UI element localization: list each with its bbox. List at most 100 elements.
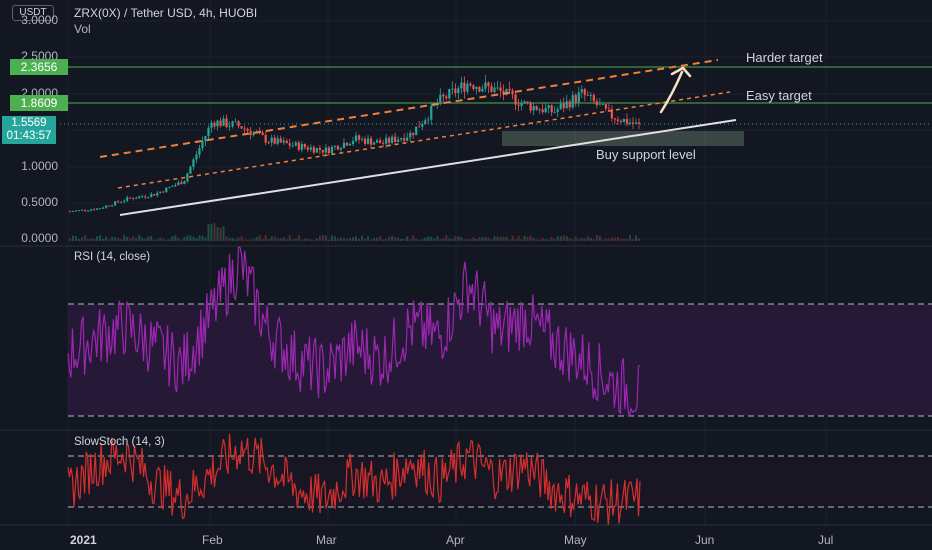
candle-body bbox=[159, 191, 162, 193]
volume-bar bbox=[631, 239, 634, 241]
volume-bar bbox=[255, 236, 258, 241]
candle-body bbox=[412, 132, 415, 136]
candle-body bbox=[99, 208, 102, 210]
volume-bar bbox=[303, 238, 306, 241]
volume-bar bbox=[622, 238, 625, 241]
rsi-title[interactable]: RSI (14, close) bbox=[74, 251, 151, 263]
candle-body bbox=[141, 196, 144, 198]
volume-bar bbox=[180, 239, 183, 241]
candle-body bbox=[598, 104, 601, 106]
candle-body bbox=[553, 111, 556, 113]
candle-body bbox=[538, 109, 541, 111]
candle-body bbox=[339, 148, 343, 150]
volume-bar bbox=[382, 239, 385, 241]
volume-bar bbox=[222, 226, 225, 241]
candle-body bbox=[529, 103, 532, 111]
candle-body bbox=[490, 86, 493, 93]
candle-body bbox=[68, 211, 72, 213]
arrow-icon bbox=[659, 70, 684, 114]
volume-bar bbox=[433, 238, 436, 241]
candle-body bbox=[294, 142, 297, 146]
volume-bar bbox=[270, 236, 273, 241]
candle-body bbox=[345, 142, 349, 146]
volume-bar bbox=[147, 236, 150, 241]
volume-bar bbox=[559, 236, 562, 241]
candle-body bbox=[388, 137, 391, 143]
candle-body bbox=[306, 147, 309, 150]
volume-bar bbox=[430, 236, 433, 241]
currency-badge[interactable]: USDT bbox=[12, 5, 54, 21]
candle-body bbox=[270, 137, 273, 143]
support-trend-line[interactable] bbox=[119, 119, 737, 216]
volume-bar bbox=[466, 239, 469, 241]
volume-bar bbox=[126, 236, 129, 241]
volume-bar bbox=[309, 239, 312, 241]
buy-support-label[interactable]: Buy support level bbox=[596, 147, 696, 162]
upper-channel-dashed-line[interactable] bbox=[99, 59, 719, 158]
volume-bar bbox=[538, 239, 541, 241]
candle-body bbox=[249, 130, 252, 136]
volume-bar bbox=[150, 235, 153, 241]
volume-bar bbox=[580, 237, 583, 241]
candle-body bbox=[375, 140, 379, 143]
time-tick: Jul bbox=[818, 533, 834, 547]
volume-bar bbox=[397, 237, 400, 241]
candle-body bbox=[616, 119, 620, 121]
volume-bar bbox=[183, 236, 186, 241]
candle-body bbox=[165, 187, 168, 193]
volume-bar bbox=[105, 236, 108, 241]
candle-body bbox=[430, 105, 433, 120]
easy-target-label[interactable]: Easy target bbox=[746, 88, 812, 103]
volume-bar bbox=[345, 238, 348, 241]
volume-bar bbox=[198, 235, 201, 241]
volume-bar bbox=[321, 235, 324, 241]
candle-body bbox=[126, 197, 129, 201]
harder-target-label[interactable]: Harder target bbox=[746, 50, 823, 65]
candle-body bbox=[381, 143, 385, 144]
candle-body bbox=[282, 140, 285, 143]
volume-bar bbox=[162, 238, 165, 241]
volume-bar bbox=[391, 236, 394, 241]
volume-bar bbox=[370, 239, 373, 241]
volume-bar bbox=[427, 236, 430, 241]
arrow-head-icon bbox=[670, 66, 692, 78]
volume-bar bbox=[102, 238, 105, 241]
candle-body bbox=[463, 82, 466, 92]
candle-body bbox=[487, 82, 490, 87]
stoch-title[interactable]: SlowStoch (14, 3) bbox=[74, 436, 165, 448]
volume-bar bbox=[81, 237, 84, 241]
buy-support-zone[interactable] bbox=[502, 131, 744, 146]
volume-bar bbox=[523, 235, 526, 241]
candle-body bbox=[95, 208, 99, 210]
volume-bar bbox=[463, 239, 466, 241]
candle-body bbox=[285, 140, 288, 144]
volume-bar bbox=[288, 235, 291, 241]
candle-body bbox=[619, 120, 623, 123]
volume-bar bbox=[634, 235, 637, 241]
volume-bar bbox=[478, 237, 481, 241]
candle-body bbox=[454, 88, 457, 94]
harder-target-tag: 2.3656 bbox=[10, 59, 68, 75]
candle-body bbox=[138, 196, 141, 199]
candle-body bbox=[312, 147, 315, 153]
candle-body bbox=[288, 143, 291, 146]
volume-bar bbox=[502, 236, 505, 241]
volume-bar bbox=[306, 238, 309, 241]
candle-body bbox=[592, 95, 595, 102]
volume-bar bbox=[261, 238, 264, 241]
volume-bar bbox=[144, 238, 147, 241]
candle-body bbox=[385, 137, 388, 144]
volume-bar bbox=[406, 236, 409, 241]
candle-body bbox=[195, 154, 198, 160]
volume-bar bbox=[481, 236, 484, 241]
candle-body bbox=[117, 201, 120, 203]
candle-body bbox=[297, 142, 300, 150]
volume-bar bbox=[544, 239, 547, 241]
volume-bar bbox=[159, 237, 162, 241]
candle-body bbox=[481, 88, 484, 92]
volume-bar bbox=[520, 239, 523, 241]
volume-bar bbox=[436, 236, 439, 241]
volume-bar bbox=[216, 227, 219, 241]
volume-bar bbox=[207, 224, 210, 241]
